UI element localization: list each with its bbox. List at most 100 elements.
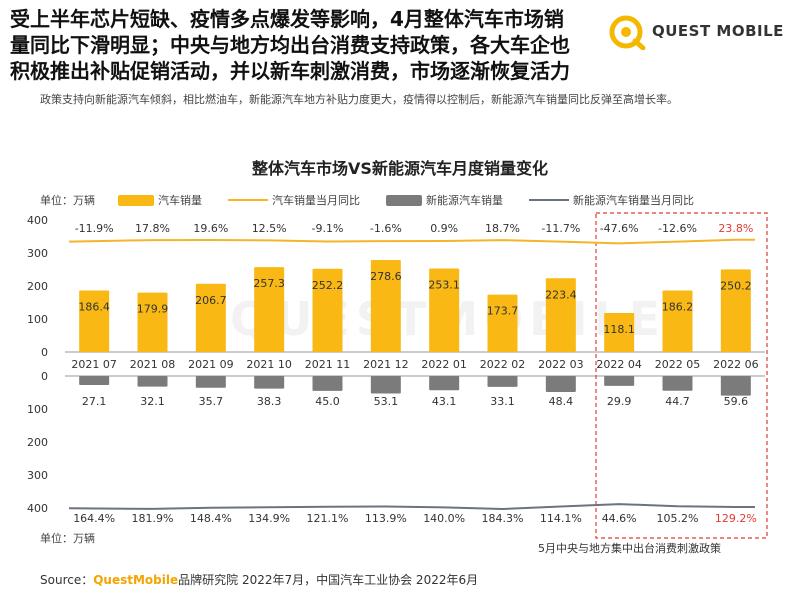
bar-car-sales	[79, 290, 110, 352]
x-tick-label: 2022 05	[655, 358, 701, 371]
x-tick-label: 2022 02	[480, 358, 526, 371]
legend-label-nev-yoy: 新能源汽车销量当月同比	[573, 194, 694, 207]
yoy-label-car: -12.6%	[658, 222, 697, 235]
yoy-label-nev: 44.6%	[602, 512, 637, 525]
yoy-label-nev: 184.3%	[482, 512, 524, 525]
bar-nev-sales	[312, 376, 343, 391]
y-tick-top: 200	[27, 280, 48, 293]
bar-nev-sales	[195, 376, 226, 388]
yoy-label-car: -47.6%	[600, 222, 639, 235]
yoy-label-nev: 140.0%	[423, 512, 465, 525]
value-label-car-sales: 278.6	[370, 270, 402, 283]
y-tick-top: 100	[27, 313, 48, 326]
y-tick-bottom: 300	[27, 469, 48, 482]
y-tick-bottom: 0	[41, 370, 48, 383]
yoy-label-car: -1.6%	[370, 222, 402, 235]
x-tick-label: 2021 11	[305, 358, 351, 371]
value-label-car-sales: 252.2	[312, 279, 344, 292]
value-label-car-sales: 253.1	[428, 278, 460, 291]
yoy-label-nev: 121.1%	[307, 512, 349, 525]
x-tick-label: 2022 04	[596, 358, 642, 371]
y-tick-top: 400	[27, 214, 48, 227]
value-label-nev-sales: 53.1	[374, 395, 399, 408]
bar-car-sales	[604, 313, 635, 352]
unit-label-bottom: 单位：万辆	[40, 532, 95, 545]
legend-label-car-yoy: 汽车销量当月同比	[272, 194, 360, 207]
yoy-label-car: -11.9%	[75, 222, 114, 235]
legend-item-car-yoy: 汽车销量当月同比	[228, 192, 360, 208]
x-tick-label: 2022 06	[713, 358, 759, 371]
bar-nev-sales	[137, 376, 168, 387]
bar-nev-sales	[720, 376, 751, 396]
value-label-car-sales: 206.7	[195, 294, 227, 307]
highlight-box	[595, 212, 768, 539]
yoy-label-car: 0.9%	[430, 222, 458, 235]
bar-car-sales	[720, 269, 751, 352]
subtitle: 政策支持向新能源汽车倾斜，相比燃油车，新能源汽车地方补贴力度更大，疫情得以控制后…	[40, 93, 678, 106]
x-tick-label: 2021 08	[130, 358, 176, 371]
value-label-car-sales: 186.2	[662, 301, 694, 314]
quest-mobile-logo-icon	[609, 15, 646, 51]
yoy-label-nev: 129.2%	[715, 512, 757, 525]
headline: 受上半年芯片短缺、疫情多点爆发等影响，4月整体汽车市场销 量同比下滑明显；中央与…	[10, 6, 610, 84]
headline-line-2: 量同比下滑明显；中央与地方均出台消费支持政策，各大车企也	[10, 33, 570, 57]
y-tick-bottom: 200	[27, 436, 48, 449]
value-label-car-sales: 186.4	[78, 300, 110, 313]
legend-label-nev-sales: 新能源汽车销量	[426, 194, 503, 207]
yoy-label-car: 19.6%	[193, 222, 228, 235]
yoy-label-car: -9.1%	[312, 222, 344, 235]
y-tick-top: 0	[41, 346, 48, 359]
legend-label-car-sales: 汽车销量	[158, 194, 202, 207]
x-tick-label: 2021 07	[71, 358, 117, 371]
x-tick-label: 2022 01	[421, 358, 467, 371]
legend: 汽车销量 汽车销量当月同比 新能源汽车销量 新能源汽车销量当月同比	[118, 192, 720, 208]
bar-nev-sales	[487, 376, 518, 387]
legend-item-nev-sales: 新能源汽车销量	[386, 192, 503, 208]
value-label-nev-sales: 48.4	[549, 395, 574, 408]
value-label-nev-sales: 29.9	[607, 395, 632, 408]
bar-nev-sales	[604, 376, 635, 386]
value-label-nev-sales: 32.1	[140, 395, 165, 408]
value-label-car-sales: 173.7	[487, 305, 519, 318]
headline-line-1: 受上半年芯片短缺、疫情多点爆发等影响，4月整体汽车市场销	[10, 7, 564, 31]
bar-car-sales	[662, 290, 693, 352]
y-tick-bottom: 100	[27, 403, 48, 416]
bar-car-sales	[370, 260, 401, 352]
yoy-label-car: 23.8%	[718, 222, 753, 235]
source: Source：QuestMobile品牌研究院 2022年7月，中国汽车工业协会…	[40, 571, 478, 588]
value-label-nev-sales: 45.0	[315, 395, 340, 408]
chart-title: 整体汽车市场VS新能源汽车月度销量变化	[252, 159, 548, 178]
unit-label-top: 单位：万辆	[40, 194, 95, 207]
y-tick-bottom: 400	[27, 502, 48, 515]
source-brand: QuestMobile	[93, 573, 179, 587]
value-label-car-sales: 118.1	[603, 323, 635, 336]
yoy-label-car: 12.5%	[252, 222, 287, 235]
value-label-car-sales: 257.3	[253, 277, 285, 290]
yoy-label-car: -11.7%	[541, 222, 580, 235]
bar-nev-sales	[79, 376, 110, 385]
x-tick-label: 2021 12	[363, 358, 409, 371]
value-label-nev-sales: 44.7	[665, 395, 690, 408]
x-tick-label: 2021 10	[246, 358, 292, 371]
legend-swatch-car-sales	[118, 194, 154, 206]
value-label-nev-sales: 59.6	[724, 395, 749, 408]
value-label-car-sales: 223.4	[545, 288, 577, 301]
bar-nev-sales	[370, 376, 401, 394]
legend-item-nev-yoy: 新能源汽车销量当月同比	[529, 192, 694, 208]
yoy-label-nev: 148.4%	[190, 512, 232, 525]
legend-item-car-sales: 汽车销量	[118, 192, 202, 208]
value-label-car-sales: 250.2	[720, 279, 752, 292]
value-label-car-sales: 179.9	[137, 303, 169, 316]
value-label-nev-sales: 27.1	[82, 395, 107, 408]
yoy-label-car: 18.7%	[485, 222, 520, 235]
bar-car-sales	[254, 267, 285, 352]
logo-text: QUEST MOBILE	[652, 22, 784, 40]
x-tick-label: 2021 09	[188, 358, 234, 371]
line-car-yoy	[68, 238, 755, 245]
legend-swatch-car-yoy	[228, 199, 268, 201]
bar-nev-sales	[429, 376, 460, 391]
bar-car-sales	[195, 283, 226, 352]
value-label-nev-sales: 43.1	[432, 395, 457, 408]
source-rest: 品牌研究院 2022年7月，中国汽车工业协会 2022年6月	[178, 573, 479, 587]
